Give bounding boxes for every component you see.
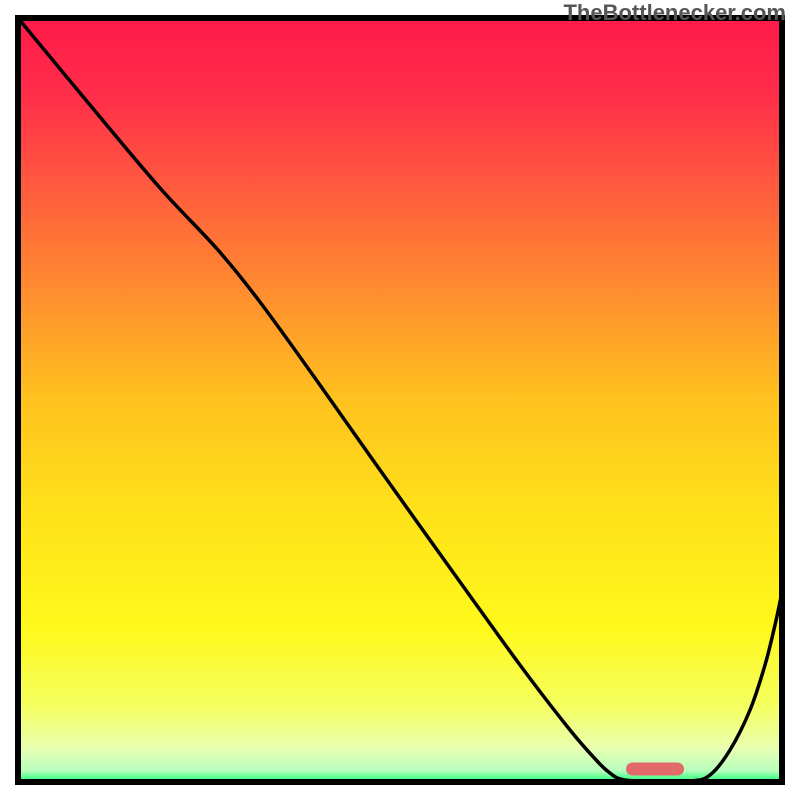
gradient-background [18, 18, 782, 782]
watermark-text: TheBottlenecker.com [563, 0, 786, 26]
bottleneck-chart: TheBottlenecker.com [0, 0, 800, 800]
chart-svg [0, 0, 800, 800]
optimum-marker [626, 763, 684, 776]
